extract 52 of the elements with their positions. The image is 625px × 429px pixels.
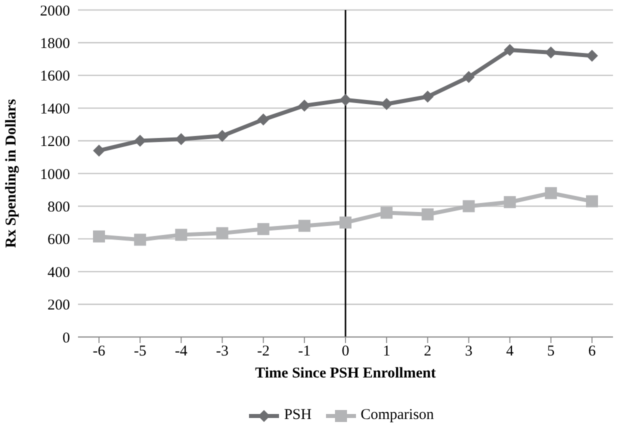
point	[380, 206, 393, 219]
x-axis-title: Time Since PSH Enrollment	[255, 366, 436, 382]
point	[93, 230, 105, 242]
point	[216, 130, 228, 142]
point	[504, 44, 516, 56]
point	[462, 200, 475, 212]
x-tick-label: -3	[216, 344, 228, 360]
point	[93, 144, 105, 157]
y-tick-label: 1800	[40, 36, 70, 52]
x-tick-label: 2	[424, 344, 432, 360]
legend-label: Comparison	[360, 407, 434, 424]
y-tick-label: 0	[62, 330, 70, 346]
point	[422, 90, 434, 103]
x-tick-label: -1	[298, 344, 311, 360]
point	[134, 234, 146, 246]
y-tick-label: 600	[48, 232, 70, 248]
x-tick-label: -4	[174, 344, 188, 360]
x-tick-label: -5	[134, 344, 146, 360]
point	[544, 187, 557, 200]
x-tick-label: 6	[588, 344, 596, 360]
legend-label: PSH	[284, 407, 312, 424]
y-tick-label: 400	[48, 264, 70, 281]
point	[298, 100, 310, 112]
point	[298, 220, 310, 232]
point	[380, 98, 393, 110]
point	[504, 196, 516, 208]
y-tick-label: 800	[48, 200, 70, 216]
x-tick-label: 1	[382, 344, 390, 360]
point	[175, 133, 188, 146]
y-tick-label: 2000	[40, 3, 70, 20]
point	[216, 227, 228, 240]
x-tick-label: 4	[506, 344, 514, 360]
y-tick-label: 1400	[40, 101, 70, 118]
x-tick-label: 0	[342, 344, 350, 360]
x-tick-label: -6	[92, 344, 106, 360]
point	[422, 208, 434, 220]
x-tick-label: 5	[547, 344, 555, 360]
point	[462, 71, 475, 84]
point	[175, 228, 188, 241]
point	[586, 50, 598, 62]
x-tick-label: 3	[465, 344, 472, 360]
point	[586, 195, 598, 208]
y-axis-title: Rx Spending in Dollars	[3, 98, 20, 248]
y-tick-label: 1600	[40, 68, 70, 85]
y-tick-label: 1200	[40, 134, 70, 150]
point	[340, 216, 352, 229]
y-tick-label: 200	[48, 298, 70, 314]
point	[257, 114, 270, 126]
x-tick-label: -2	[257, 344, 270, 360]
y-tick-label: 1000	[40, 166, 70, 183]
point	[340, 94, 352, 106]
point	[257, 223, 270, 236]
